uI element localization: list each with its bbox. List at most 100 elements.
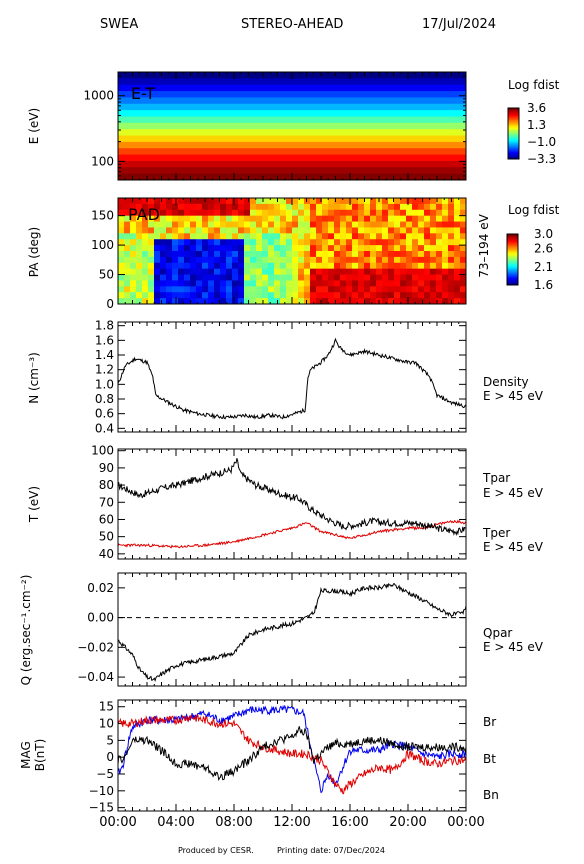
pad-cell bbox=[166, 203, 173, 211]
pad-cell bbox=[178, 209, 185, 217]
pad-cell bbox=[436, 262, 443, 270]
pad-cell bbox=[298, 245, 305, 252]
pad-cell bbox=[310, 298, 317, 305]
pad-cell bbox=[142, 209, 149, 217]
pad-cell bbox=[280, 209, 287, 217]
pad-cell bbox=[346, 198, 353, 205]
pad-cell bbox=[232, 251, 239, 258]
pad-cell bbox=[424, 198, 431, 205]
pad-cell bbox=[244, 203, 251, 211]
pad-cell bbox=[244, 292, 251, 299]
pad-cell bbox=[394, 209, 401, 217]
colorbar-segment bbox=[508, 153, 519, 156]
pad-cell bbox=[184, 256, 191, 264]
pad-cell bbox=[208, 298, 215, 305]
pad-cell bbox=[268, 292, 275, 299]
pad-cell bbox=[142, 262, 149, 270]
pad-cell bbox=[262, 245, 269, 252]
y-axis-label: PA (deg) bbox=[27, 227, 41, 277]
pad-cell bbox=[454, 203, 461, 211]
pad-cell bbox=[118, 256, 125, 264]
pad-cell bbox=[460, 268, 467, 276]
pad-cell bbox=[178, 239, 185, 246]
pad-cell bbox=[406, 286, 413, 293]
pad-cell bbox=[244, 280, 251, 287]
pad-cell bbox=[412, 245, 419, 252]
pad-cell bbox=[286, 292, 293, 299]
pad-cell bbox=[268, 198, 275, 205]
pad-cell bbox=[268, 268, 275, 276]
pad-cell bbox=[358, 256, 365, 264]
pad-cell bbox=[178, 298, 185, 305]
pad-cell bbox=[298, 280, 305, 287]
pad-cell bbox=[334, 239, 341, 246]
y-tick-label: −10 bbox=[89, 784, 114, 798]
pad-cell bbox=[256, 298, 263, 305]
pad-cell bbox=[262, 227, 269, 234]
pad-cell bbox=[148, 298, 155, 305]
pad-cell bbox=[160, 233, 167, 240]
pad-cell bbox=[160, 274, 167, 281]
pad-cell bbox=[274, 262, 281, 270]
pad-cell bbox=[364, 198, 371, 205]
pad-cell bbox=[250, 298, 257, 305]
pad-cell bbox=[232, 245, 239, 252]
pad-cell bbox=[346, 280, 353, 287]
pad-cell bbox=[394, 280, 401, 287]
bt-line bbox=[117, 714, 467, 795]
pad-cell bbox=[322, 198, 329, 205]
pad-cell bbox=[436, 251, 443, 258]
pad-cell bbox=[412, 215, 419, 223]
pad-cell bbox=[310, 198, 317, 205]
pad-cell bbox=[280, 280, 287, 287]
colorbar-segment bbox=[507, 278, 518, 281]
pad-cell bbox=[292, 239, 299, 246]
series-label: Density bbox=[483, 375, 529, 389]
pad-cell bbox=[358, 198, 365, 205]
pad-cell bbox=[142, 298, 149, 305]
pad-cell bbox=[346, 209, 353, 217]
pad-cell bbox=[418, 239, 425, 246]
pad-cell bbox=[238, 298, 245, 305]
pad-cell bbox=[436, 274, 443, 281]
pad-cell bbox=[166, 262, 173, 270]
pad-cell bbox=[376, 215, 383, 223]
pad-cell bbox=[328, 292, 335, 299]
pad-cell bbox=[322, 203, 329, 211]
pad-cell bbox=[130, 233, 137, 240]
pad-cell bbox=[130, 198, 137, 205]
pad-cell bbox=[298, 215, 305, 223]
pad-cell bbox=[142, 221, 149, 228]
pad-cell bbox=[286, 256, 293, 264]
pad-cell bbox=[340, 215, 347, 223]
pad-cell bbox=[358, 298, 365, 305]
pad-cell bbox=[340, 245, 347, 252]
pad-cell bbox=[298, 209, 305, 217]
pad-cell bbox=[340, 203, 347, 211]
pad-cell bbox=[166, 298, 173, 305]
colorbar-segment bbox=[508, 114, 519, 117]
pad-cell bbox=[406, 209, 413, 217]
pad-cell bbox=[364, 239, 371, 246]
pad-cell bbox=[460, 292, 467, 299]
pad-cell bbox=[310, 268, 317, 276]
pad-cell bbox=[430, 292, 437, 299]
pad-cell bbox=[166, 286, 173, 293]
pad-cell bbox=[268, 221, 275, 228]
pad-cell bbox=[214, 286, 221, 293]
pad-cell bbox=[274, 227, 281, 234]
pad-cell bbox=[280, 215, 287, 223]
pad-cell bbox=[334, 251, 341, 258]
pad-cell bbox=[304, 274, 311, 281]
pad-cell bbox=[412, 274, 419, 281]
pad-cell bbox=[130, 209, 137, 217]
colorbar-segment bbox=[507, 273, 518, 276]
pad-cell bbox=[394, 221, 401, 228]
energy-band bbox=[118, 135, 466, 143]
pad-cell bbox=[178, 221, 185, 228]
pad-cell bbox=[352, 251, 359, 258]
pad-cell bbox=[328, 198, 335, 205]
pad-cell bbox=[412, 292, 419, 299]
pad-cell bbox=[454, 215, 461, 223]
pad-cell bbox=[196, 245, 203, 252]
